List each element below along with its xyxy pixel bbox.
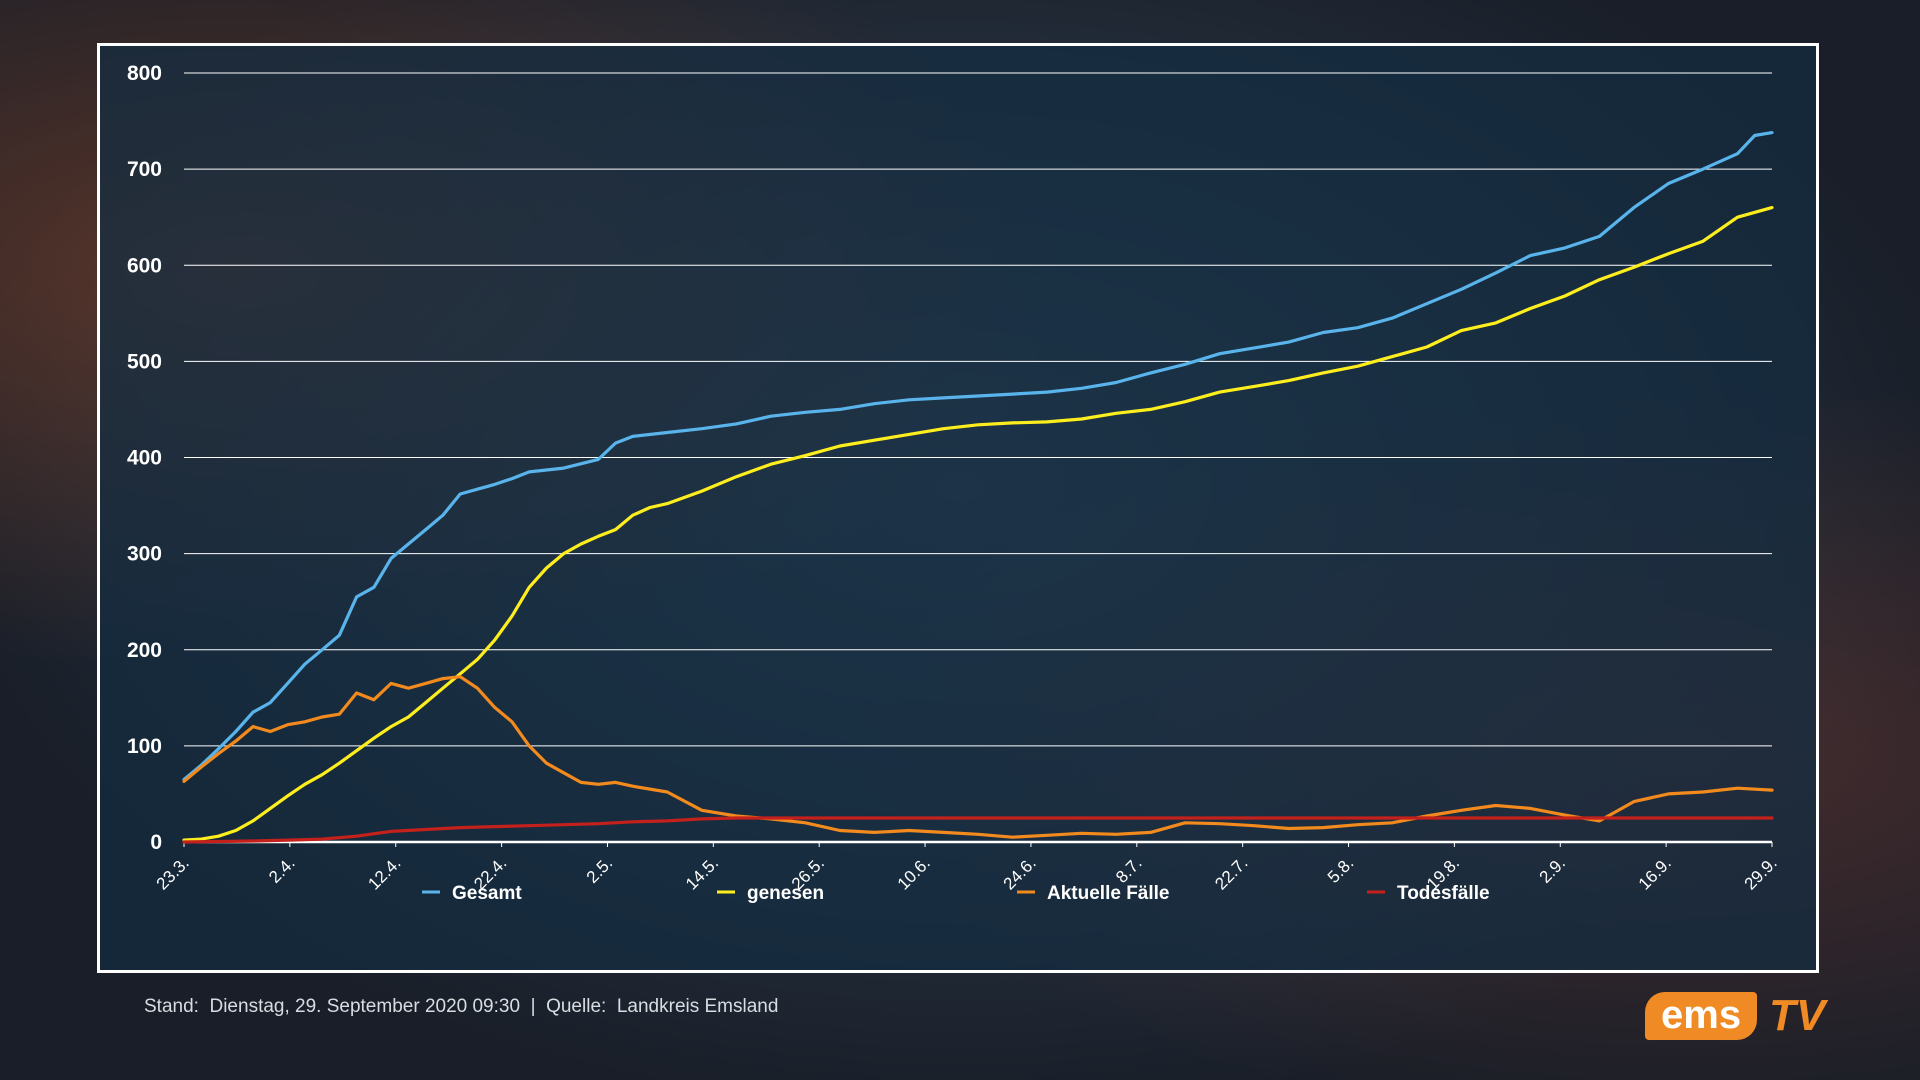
y-tick-label: 0 [150,831,162,854]
legend-label: Todesfälle [1397,883,1490,904]
ems-tv-logo: ems TV [1645,992,1865,1040]
source-footer: Stand: Dienstag, 29. September 2020 09:3… [144,996,779,1017]
x-tick-label: 16.9. [1635,853,1675,893]
legend-label: Aktuelle Fälle [1047,883,1170,904]
x-tick-label: 8.7. [1112,853,1145,886]
series-line-aktuelle-fälle [182,675,1774,839]
legend-label: Gesamt [452,883,522,904]
x-tick-label: 2.5. [583,853,616,886]
legend-label: genesen [747,883,824,904]
series-line-todesfälle [182,816,1774,844]
logo-tv: TV [1769,991,1826,1040]
y-tick-label: 500 [127,350,162,373]
y-tick-label: 600 [127,254,162,277]
y-tick-label: 200 [127,639,162,662]
y-tick-label: 400 [127,447,162,470]
logo-ems: ems [1645,992,1758,1040]
y-tick-label: 700 [127,158,162,181]
y-tick-label: 100 [127,735,162,758]
line-chart: 0 100 200 300 400 500 600 700 800 23.3. 2.4. 12.4. 2… [127,62,1781,904]
x-tick-label: 12.4. [364,853,404,893]
x-tick-label: 29.9. [1741,853,1781,893]
x-tick-label: 24.6. [1000,853,1040,893]
x-tick-label: 2.4. [265,853,298,886]
y-tick-label: 300 [127,543,162,566]
x-tick-label: 23.3. [153,853,193,893]
x-tick-label: 2.9. [1536,853,1569,886]
x-tick-label: 14.5. [682,853,722,893]
series-line-genesen [182,206,1774,842]
y-tick-label: 800 [127,62,162,85]
x-tick-label: 22.7. [1211,853,1251,893]
x-tick-label: 5.8. [1324,853,1357,886]
series-line-gesamt [182,130,1774,782]
x-tick-label: 10.6. [894,853,934,893]
